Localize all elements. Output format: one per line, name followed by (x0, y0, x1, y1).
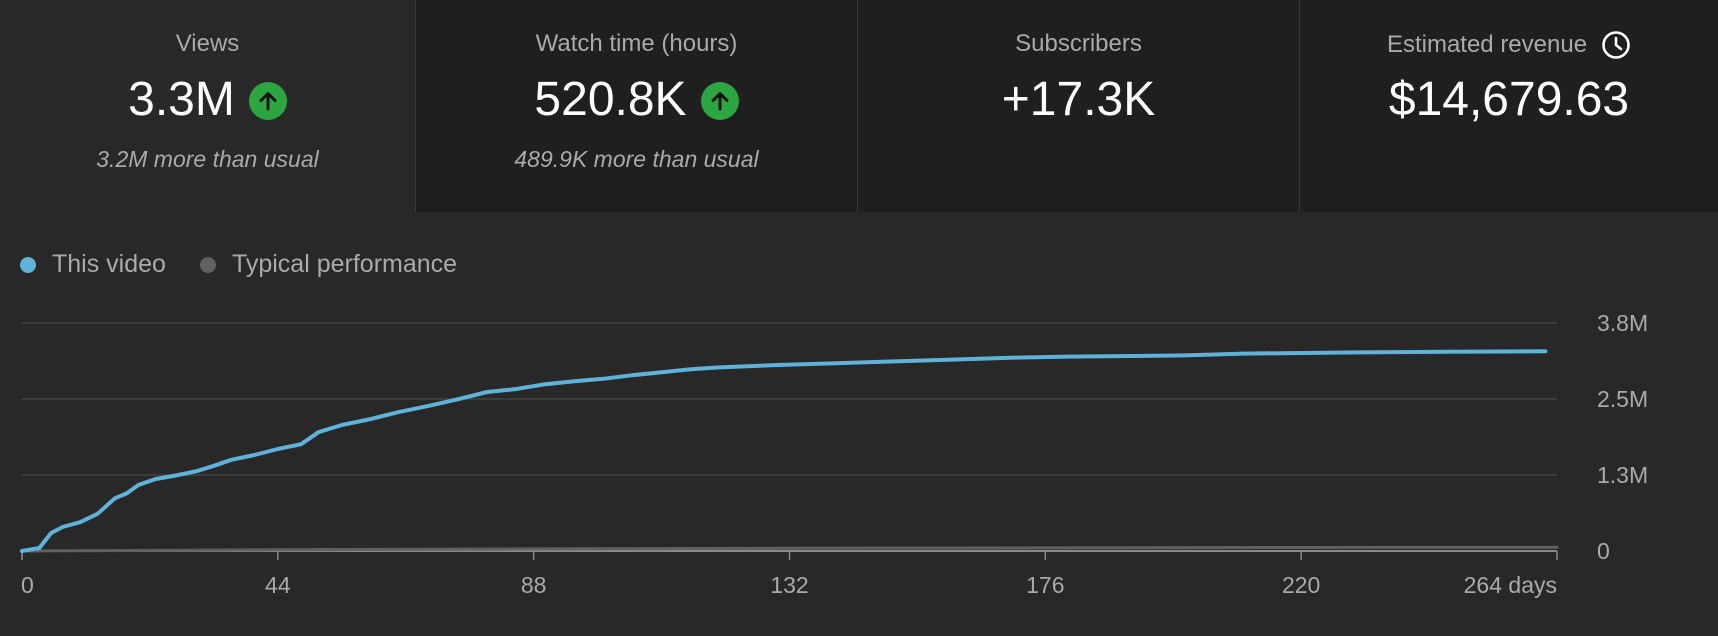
legend-typical-performance[interactable]: Typical performance (199, 250, 458, 279)
x-tick-label: 220 (1282, 572, 1320, 598)
card-estimated-revenue[interactable]: Estimated revenue $14,679.63 (1300, 0, 1718, 212)
legend-this-video[interactable]: This video (20, 250, 166, 279)
legend-dot (199, 256, 216, 273)
y-tick-label: 0 (1597, 538, 1610, 564)
card-views[interactable]: Views 3.3M 3.2M more than usual (0, 0, 416, 212)
chart-legend: This video Typical performance (20, 250, 491, 279)
card-note: 489.9K more than usual (514, 146, 759, 172)
card-value: +17.3K (1001, 73, 1156, 126)
card-title: Views (175, 30, 240, 57)
x-tick-label: 264 days (1464, 572, 1557, 598)
card-title: Estimated revenue (1300, 30, 1718, 60)
x-tick-label: 176 (1026, 572, 1064, 598)
y-tick-label: 3.8M (1597, 310, 1648, 336)
card-watch-time[interactable]: Watch time (hours) 520.8K 489.9K more th… (416, 0, 858, 212)
card-title: Watch time (hours) (535, 30, 738, 57)
arrow-up-icon (248, 82, 287, 120)
metric-cards: Views 3.3M 3.2M more than usual Watch ti… (0, 0, 1718, 212)
y-tick-label: 2.5M (1597, 386, 1648, 412)
y-tick-label: 1.3M (1597, 462, 1648, 488)
clock-icon (1601, 30, 1631, 60)
x-tick-label: 132 (770, 572, 808, 598)
card-title: Subscribers (1015, 30, 1142, 57)
legend-label: Typical performance (231, 250, 458, 278)
x-tick-label: 44 (265, 572, 291, 598)
legend-label: This video (52, 250, 166, 278)
card-value: 520.8K (534, 73, 687, 126)
x-tick-label: 88 (521, 572, 547, 598)
card-note: 3.2M more than usual (96, 146, 319, 172)
arrow-up-icon (700, 82, 739, 120)
card-value: $14,679.63 (1388, 73, 1630, 126)
card-subscribers[interactable]: Subscribers +17.3K (858, 0, 1300, 212)
legend-dot (20, 256, 36, 273)
series-line-this-video (20, 349, 1548, 553)
x-tick-label: 0 (21, 572, 34, 598)
card-value: 3.3M (128, 73, 235, 126)
series-line-typical-performance (20, 545, 1559, 553)
